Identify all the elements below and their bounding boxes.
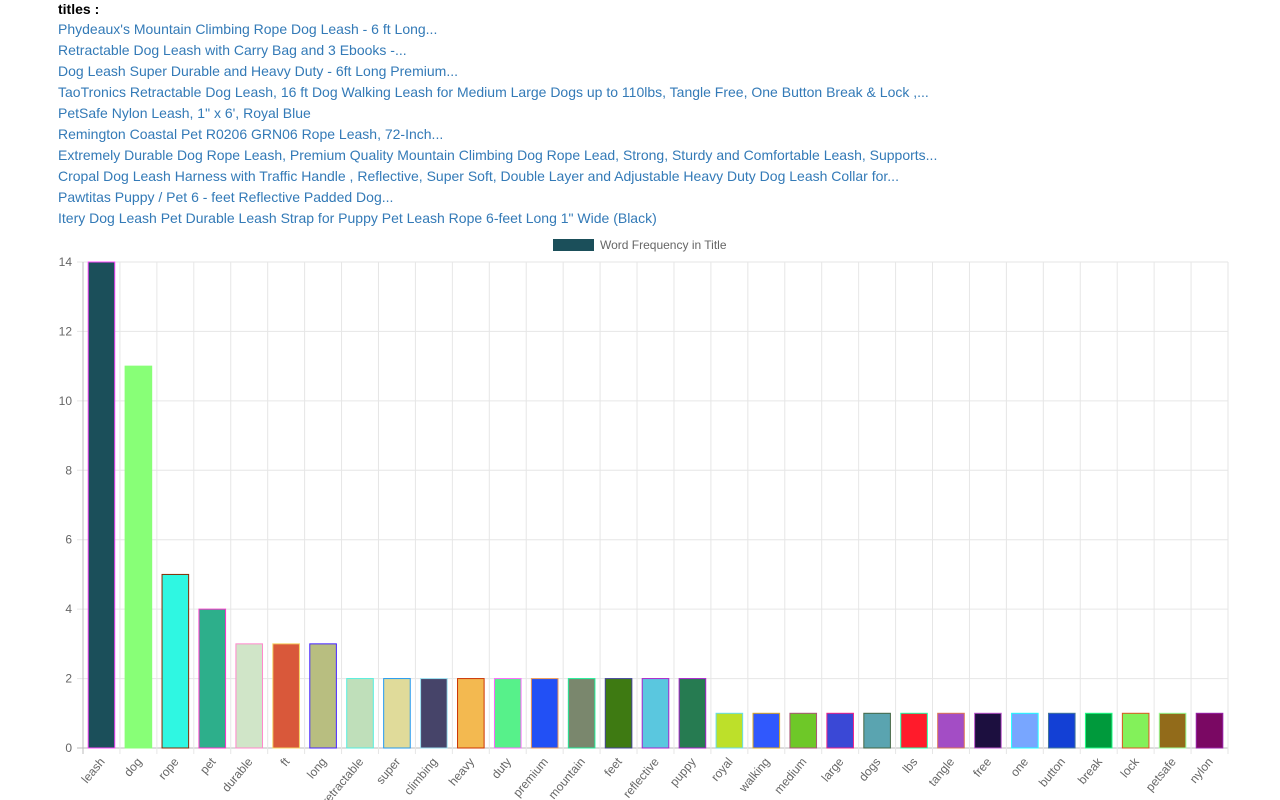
bar-rope <box>161 573 190 749</box>
bar-dog <box>124 365 153 749</box>
x-tick-label: button <box>1036 755 1068 790</box>
bar-heavy <box>457 678 485 749</box>
x-tick-label: nylon <box>1187 755 1216 786</box>
bar-lbs <box>900 712 928 749</box>
title-link[interactable]: Remington Coastal Pet R0206 GRN06 Rope L… <box>58 126 444 142</box>
x-tick-label: puppy <box>667 755 699 789</box>
x-tick-label: large <box>819 755 847 785</box>
bar-medium <box>789 712 818 749</box>
bar-break <box>1084 712 1113 749</box>
x-tick-label: rope <box>155 755 181 783</box>
bar-climbing <box>420 678 448 749</box>
bar-lock <box>1121 712 1150 749</box>
x-tick-label: tangle <box>926 755 958 789</box>
legend-swatch <box>553 239 594 251</box>
x-tick-label: one <box>1008 755 1032 780</box>
bar-pet <box>198 608 227 749</box>
bar-tangle <box>937 712 965 749</box>
x-tick-label: mountain <box>545 755 587 800</box>
bar-feet <box>604 678 633 749</box>
title-link[interactable]: Extremely Durable Dog Rope Leash, Premiu… <box>58 147 938 163</box>
x-tick-label: super <box>373 755 403 787</box>
x-tick-label: dog <box>121 755 145 779</box>
bar-retractable <box>346 678 374 749</box>
x-tick-label: climbing <box>401 755 440 798</box>
legend-label: Word Frequency in Title <box>600 238 727 252</box>
x-tick-label: duty <box>489 755 514 781</box>
bar-royal <box>715 712 744 749</box>
bar-duty <box>493 678 522 749</box>
title-link[interactable]: Phydeaux's Mountain Climbing Rope Dog Le… <box>58 21 438 37</box>
y-tick-label: 4 <box>65 602 72 616</box>
bar-mountain <box>567 678 596 749</box>
titles-list: titles : Phydeaux's Mountain Climbing Ro… <box>58 0 937 229</box>
y-tick-label: 10 <box>59 394 73 408</box>
bar-ft <box>272 643 300 749</box>
title-link[interactable]: Pawtitas Puppy / Pet 6 - feet Reflective… <box>58 189 394 205</box>
bar-free <box>974 712 1002 749</box>
y-tick-label: 8 <box>65 463 72 477</box>
x-tick-label: break <box>1075 754 1106 787</box>
title-link[interactable]: TaoTronics Retractable Dog Leash, 16 ft … <box>58 84 929 100</box>
x-tick-label: reflective <box>620 755 662 800</box>
bar-puppy <box>678 678 707 749</box>
bar-walking <box>752 712 781 749</box>
bar-long <box>309 643 337 749</box>
x-tick-label: lbs <box>900 755 921 776</box>
y-tick-label: 2 <box>65 672 72 686</box>
bar-nylon <box>1195 712 1224 749</box>
titles-header: titles : <box>58 1 100 17</box>
bar-leash <box>87 261 116 749</box>
bar-one <box>1011 712 1039 749</box>
title-link[interactable]: Itery Dog Leash Pet Durable Leash Strap … <box>58 210 657 226</box>
x-tick-label: petsafe <box>1143 755 1179 794</box>
x-tick-label: royal <box>708 755 735 784</box>
x-tick-label: heavy <box>446 755 477 789</box>
bar-large <box>826 712 854 749</box>
x-tick-label: ft <box>277 754 292 769</box>
x-tick-label: lock <box>1118 754 1143 780</box>
title-link[interactable]: PetSafe Nylon Leash, 1" x 6', Royal Blue <box>58 105 311 121</box>
bar-reflective <box>641 678 670 749</box>
x-tick-label: durable <box>219 755 256 795</box>
x-tick-label: medium <box>771 755 809 797</box>
x-tick-label: leash <box>79 755 108 786</box>
bar-durable <box>235 643 264 749</box>
y-tick-label: 0 <box>65 741 72 755</box>
x-tick-label: free <box>970 755 994 780</box>
x-tick-label: pet <box>197 754 219 776</box>
y-tick-label: 12 <box>59 324 73 338</box>
y-tick-label: 14 <box>59 255 73 269</box>
title-link[interactable]: Retractable Dog Leash with Carry Bag and… <box>58 42 407 58</box>
bar-button <box>1047 712 1076 749</box>
title-link[interactable]: Dog Leash Super Durable and Heavy Duty -… <box>58 63 458 79</box>
bar-super <box>383 678 411 749</box>
x-tick-label: walking <box>736 755 773 795</box>
x-tick-label: long <box>304 755 329 781</box>
x-tick-label: dogs <box>856 755 883 784</box>
title-link[interactable]: Cropal Dog Leash Harness with Traffic Ha… <box>58 168 899 184</box>
y-tick-label: 6 <box>65 533 72 547</box>
bar-premium <box>530 678 559 749</box>
x-tick-label: feet <box>601 754 625 779</box>
bar-dogs <box>863 712 891 749</box>
bar-petsafe <box>1158 712 1187 749</box>
